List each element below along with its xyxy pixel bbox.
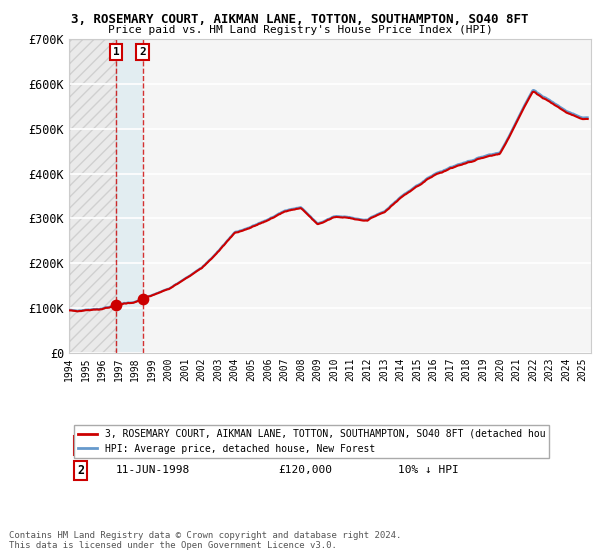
Text: 2: 2 [77, 464, 84, 477]
Text: 11-JUN-1998: 11-JUN-1998 [116, 465, 190, 475]
Text: 3, ROSEMARY COURT, AIKMAN LANE, TOTTON, SOUTHAMPTON, SO40 8FT: 3, ROSEMARY COURT, AIKMAN LANE, TOTTON, … [71, 13, 529, 26]
Text: Contains HM Land Registry data © Crown copyright and database right 2024.
This d: Contains HM Land Registry data © Crown c… [9, 530, 401, 550]
Text: 1: 1 [113, 47, 119, 57]
Text: 31-OCT-1996: 31-OCT-1996 [116, 440, 190, 450]
Point [138, 295, 148, 304]
Bar [69, 39, 116, 353]
Bar [69, 39, 116, 353]
Bar [116, 39, 143, 353]
Text: 1: 1 [77, 439, 84, 452]
Text: 10% ↓ HPI: 10% ↓ HPI [398, 465, 458, 475]
Text: £106,000: £106,000 [278, 440, 332, 450]
Point [111, 301, 121, 310]
Text: £120,000: £120,000 [278, 465, 332, 475]
Text: Price paid vs. HM Land Registry's House Price Index (HPI): Price paid vs. HM Land Registry's House … [107, 25, 493, 35]
Text: 2: 2 [139, 47, 146, 57]
Text: 1% ↑ HPI: 1% ↑ HPI [398, 440, 452, 450]
Legend: 3, ROSEMARY COURT, AIKMAN LANE, TOTTON, SOUTHAMPTON, SO40 8FT (detached hou, HPI: 3, ROSEMARY COURT, AIKMAN LANE, TOTTON, … [74, 425, 550, 458]
